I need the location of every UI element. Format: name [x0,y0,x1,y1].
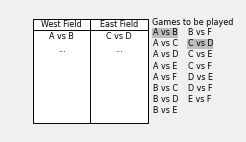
Text: ...: ... [115,45,123,54]
Text: C vs D: C vs D [188,39,214,48]
Text: D vs F: D vs F [188,84,213,93]
Text: E vs F: E vs F [188,95,212,104]
Text: B vs D: B vs D [153,95,179,104]
Text: West Field: West Field [41,20,82,29]
Text: A vs D: A vs D [153,50,179,59]
Text: B vs C: B vs C [153,84,178,93]
Bar [187,39,213,49]
Bar [153,28,178,38]
Text: C vs D: C vs D [106,32,132,41]
Text: C vs E: C vs E [188,50,213,59]
Text: A vs F: A vs F [153,73,177,82]
Text: Games to be played: Games to be played [153,18,234,27]
Text: A vs B: A vs B [153,28,178,37]
Text: A vs E: A vs E [153,62,178,71]
Text: D vs E: D vs E [188,73,213,82]
Text: A vs B: A vs B [49,32,74,41]
Bar [33,19,148,123]
Text: East Field: East Field [100,20,138,29]
Text: A vs C: A vs C [153,39,178,48]
Text: C vs F: C vs F [188,62,212,71]
Text: ...: ... [58,45,66,54]
Text: B vs F: B vs F [188,28,212,37]
Text: B vs E: B vs E [153,106,178,115]
